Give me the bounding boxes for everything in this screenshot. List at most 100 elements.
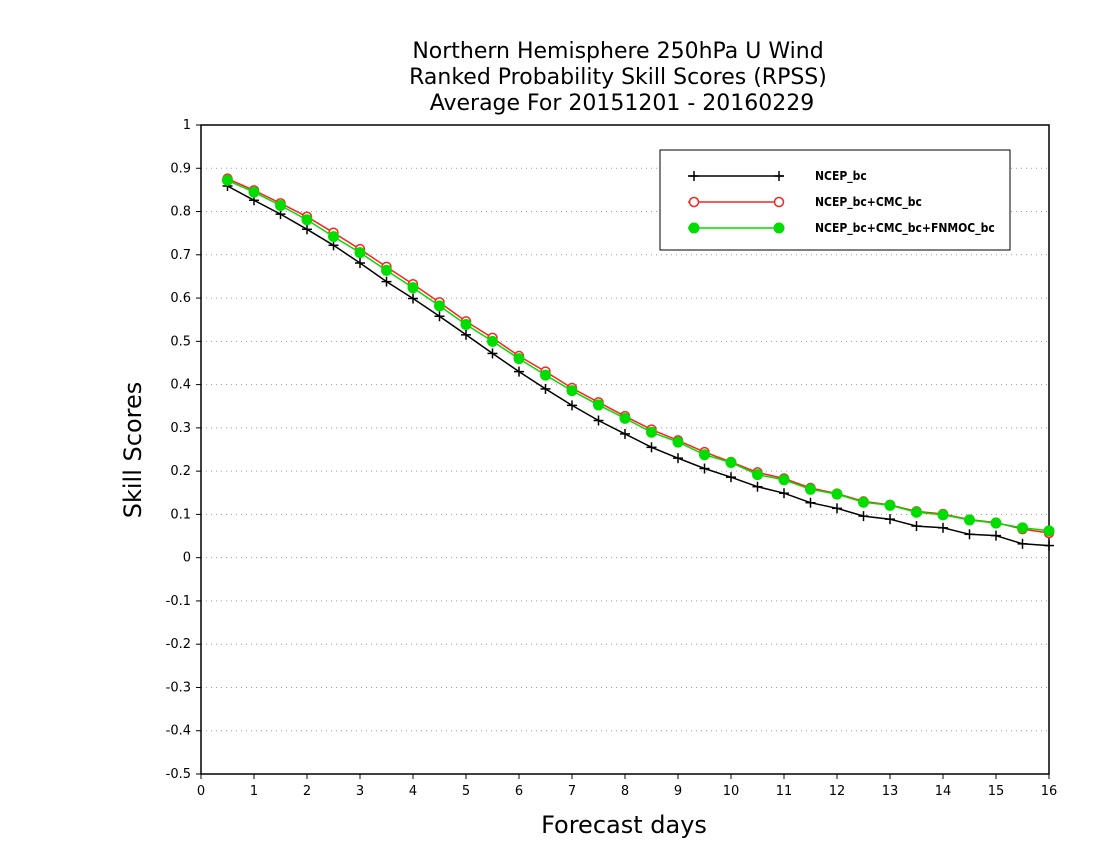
title-line-3: Average For 20151201 - 20160229 xyxy=(430,91,815,116)
x-tick-label: 8 xyxy=(621,784,629,799)
y-tick-label: 0.7 xyxy=(170,248,191,263)
x-tick-label: 14 xyxy=(935,784,952,799)
data-point xyxy=(593,415,604,426)
data-point xyxy=(725,456,737,468)
y-tick-label: -0.1 xyxy=(166,594,191,609)
data-point xyxy=(964,529,975,540)
data-point xyxy=(752,481,763,492)
grid-lines xyxy=(201,167,1049,732)
data-point xyxy=(990,517,1002,529)
data-point xyxy=(461,329,471,340)
x-tick-label: 5 xyxy=(462,784,470,799)
data-point xyxy=(858,496,869,508)
data-point xyxy=(620,428,630,439)
legend-label: NCEP_bc+CMC_bc+FNMOC_bc xyxy=(815,221,995,236)
legend-marker xyxy=(689,171,699,181)
data-point xyxy=(1017,538,1028,549)
title-line-2: Ranked Probability Skill Scores (RPSS) xyxy=(409,65,827,90)
data-point xyxy=(672,436,684,448)
x-tick-label: 1 xyxy=(250,784,258,799)
data-point xyxy=(460,318,472,330)
data-point xyxy=(1043,525,1055,537)
x-tick-label: 6 xyxy=(515,784,523,799)
y-tick-label: 0.8 xyxy=(170,205,191,220)
y-tick-label: 0 xyxy=(183,551,191,566)
series-line xyxy=(227,185,1050,547)
x-axis-ticks: 0 1 2 3 4 5 6 7 8 9 10 11 12 13 14 15 16 xyxy=(197,774,1057,799)
data-point xyxy=(938,522,948,533)
data-point xyxy=(540,383,551,394)
x-tick-label: 4 xyxy=(409,784,417,799)
legend-label: NCEP_bc xyxy=(815,169,867,184)
x-tick-label: 10 xyxy=(723,784,740,799)
chart-title: Northern Hemisphere 250hPa U Wind Ranked… xyxy=(409,39,827,116)
data-point xyxy=(885,514,895,525)
data-point xyxy=(646,426,657,438)
data-point xyxy=(646,442,657,453)
data-point xyxy=(805,497,816,508)
legend-label: NCEP_bc+CMC_bc xyxy=(815,195,922,210)
data-point xyxy=(726,472,736,483)
data-point xyxy=(831,488,843,500)
x-tick-label: 16 xyxy=(1041,784,1058,799)
data-point xyxy=(752,469,763,481)
title-line-1: Northern Hemisphere 250hPa U Wind xyxy=(412,39,823,64)
y-tick-label: 0.6 xyxy=(170,291,191,306)
data-point xyxy=(513,353,525,365)
y-tick-label: 0.3 xyxy=(170,421,191,436)
series-2 xyxy=(222,174,1055,537)
data-point xyxy=(434,300,445,312)
series-layer xyxy=(222,173,1055,551)
data-point xyxy=(434,311,445,322)
y-tick-label: -0.5 xyxy=(166,767,191,782)
data-point xyxy=(937,509,949,521)
data-point xyxy=(964,514,975,526)
x-axis-title: Forecast days xyxy=(541,811,707,839)
data-point xyxy=(540,369,551,381)
data-point xyxy=(1017,522,1028,534)
y-tick-label: -0.2 xyxy=(166,637,191,652)
data-point xyxy=(248,186,260,198)
data-point xyxy=(911,521,922,532)
data-point xyxy=(381,276,392,287)
x-tick-label: 15 xyxy=(988,784,1005,799)
data-point xyxy=(779,488,789,499)
x-tick-label: 13 xyxy=(882,784,899,799)
data-point xyxy=(354,247,366,259)
y-tick-label: 0.5 xyxy=(170,334,191,349)
data-point xyxy=(593,399,604,411)
y-tick-label: 0.1 xyxy=(170,507,191,522)
data-point xyxy=(778,474,790,486)
legend-marker xyxy=(773,196,785,208)
x-tick-label: 3 xyxy=(356,784,364,799)
x-tick-label: 7 xyxy=(568,784,576,799)
y-tick-label: -0.4 xyxy=(166,724,191,739)
y-axis-title: Skill Scores xyxy=(119,382,147,519)
data-point xyxy=(884,499,896,511)
y-tick-label: 0.2 xyxy=(170,464,191,479)
legend: NCEP_bc NCEP_bc+CMC_bc NCEP_bc+CMC_bc+FNMO… xyxy=(659,149,1011,251)
data-point xyxy=(699,463,710,474)
legend-marker xyxy=(688,222,700,234)
y-tick-label: 0.9 xyxy=(170,161,191,176)
legend-box xyxy=(659,149,1011,251)
data-point xyxy=(407,282,419,294)
data-point xyxy=(301,214,313,226)
legend-marker xyxy=(773,222,785,234)
data-point xyxy=(566,385,578,397)
data-point xyxy=(832,503,842,514)
legend-items: NCEP_bc NCEP_bc+CMC_bc NCEP_bc+CMC_bc+FNMO… xyxy=(688,169,995,236)
y-axis-ticks: 1 0.9 0.8 0.7 0.6 0.5 0.4 0.3 0.2 0.1 0 -0.1 -0.2 -0.… xyxy=(166,118,201,782)
y-tick-label: 1 xyxy=(183,118,191,133)
x-tick-label: 9 xyxy=(674,784,682,799)
data-point xyxy=(1044,540,1054,551)
legend-marker xyxy=(774,171,784,181)
data-point xyxy=(355,258,365,269)
data-point xyxy=(302,224,312,235)
x-tick-label: 2 xyxy=(303,784,311,799)
data-point xyxy=(487,335,498,347)
x-tick-label: 11 xyxy=(776,784,793,799)
data-point xyxy=(673,453,683,464)
data-point xyxy=(381,264,392,276)
